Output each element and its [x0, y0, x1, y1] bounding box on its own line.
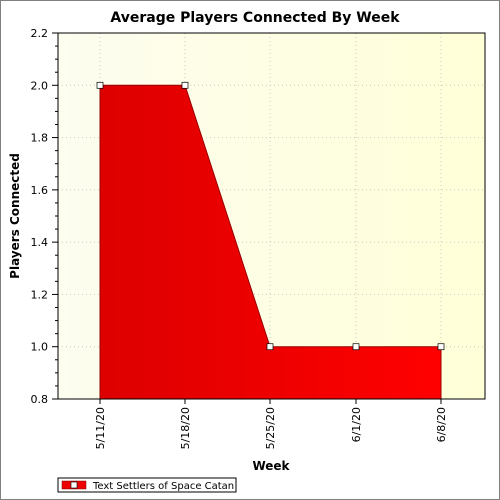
y-tick-label: 1.0: [31, 341, 49, 354]
data-point: [352, 343, 360, 351]
y-tick-label: 1.2: [31, 288, 49, 301]
data-point: [181, 81, 189, 89]
y-tick-label: 1.4: [31, 236, 49, 249]
x-axis: 5/11/20 5/18/20 5/25/20 6/1/20 6/8/20: [94, 399, 448, 449]
x-tick-label: 5/25/20: [264, 407, 277, 449]
y-tick-label: 0.8: [31, 393, 49, 406]
legend: Text Settlers of Space Catan: [57, 477, 237, 493]
series-area: [99, 84, 442, 400]
legend-box: [57, 477, 237, 493]
data-point: [96, 81, 104, 89]
y-tick-label: 2.2: [31, 27, 49, 40]
x-tick-label: 6/8/20: [435, 407, 448, 442]
y-axis: 0.8 1.0 1.2 1.4 1.6 1.8 2.0 2.2: [31, 27, 58, 406]
x-tick-label: 5/18/20: [179, 407, 192, 449]
chart-title: Average Players Connected By Week: [110, 10, 400, 26]
y-axis-label: Players Connected: [8, 153, 22, 279]
series-area-fill: [99, 84, 442, 400]
y-tick-label: 1.6: [31, 184, 49, 197]
y-tick-label: 1.8: [31, 132, 49, 145]
x-axis-label: Week: [252, 459, 290, 473]
data-point: [266, 343, 274, 351]
data-point: [437, 343, 445, 351]
legend-label: Text Settlers of Space Catan: [92, 481, 234, 492]
legend-marker: [70, 481, 78, 489]
x-tick-label: 5/11/20: [94, 407, 107, 449]
y-tick-label: 2.0: [31, 79, 49, 92]
x-tick-label: 6/1/20: [350, 407, 363, 442]
